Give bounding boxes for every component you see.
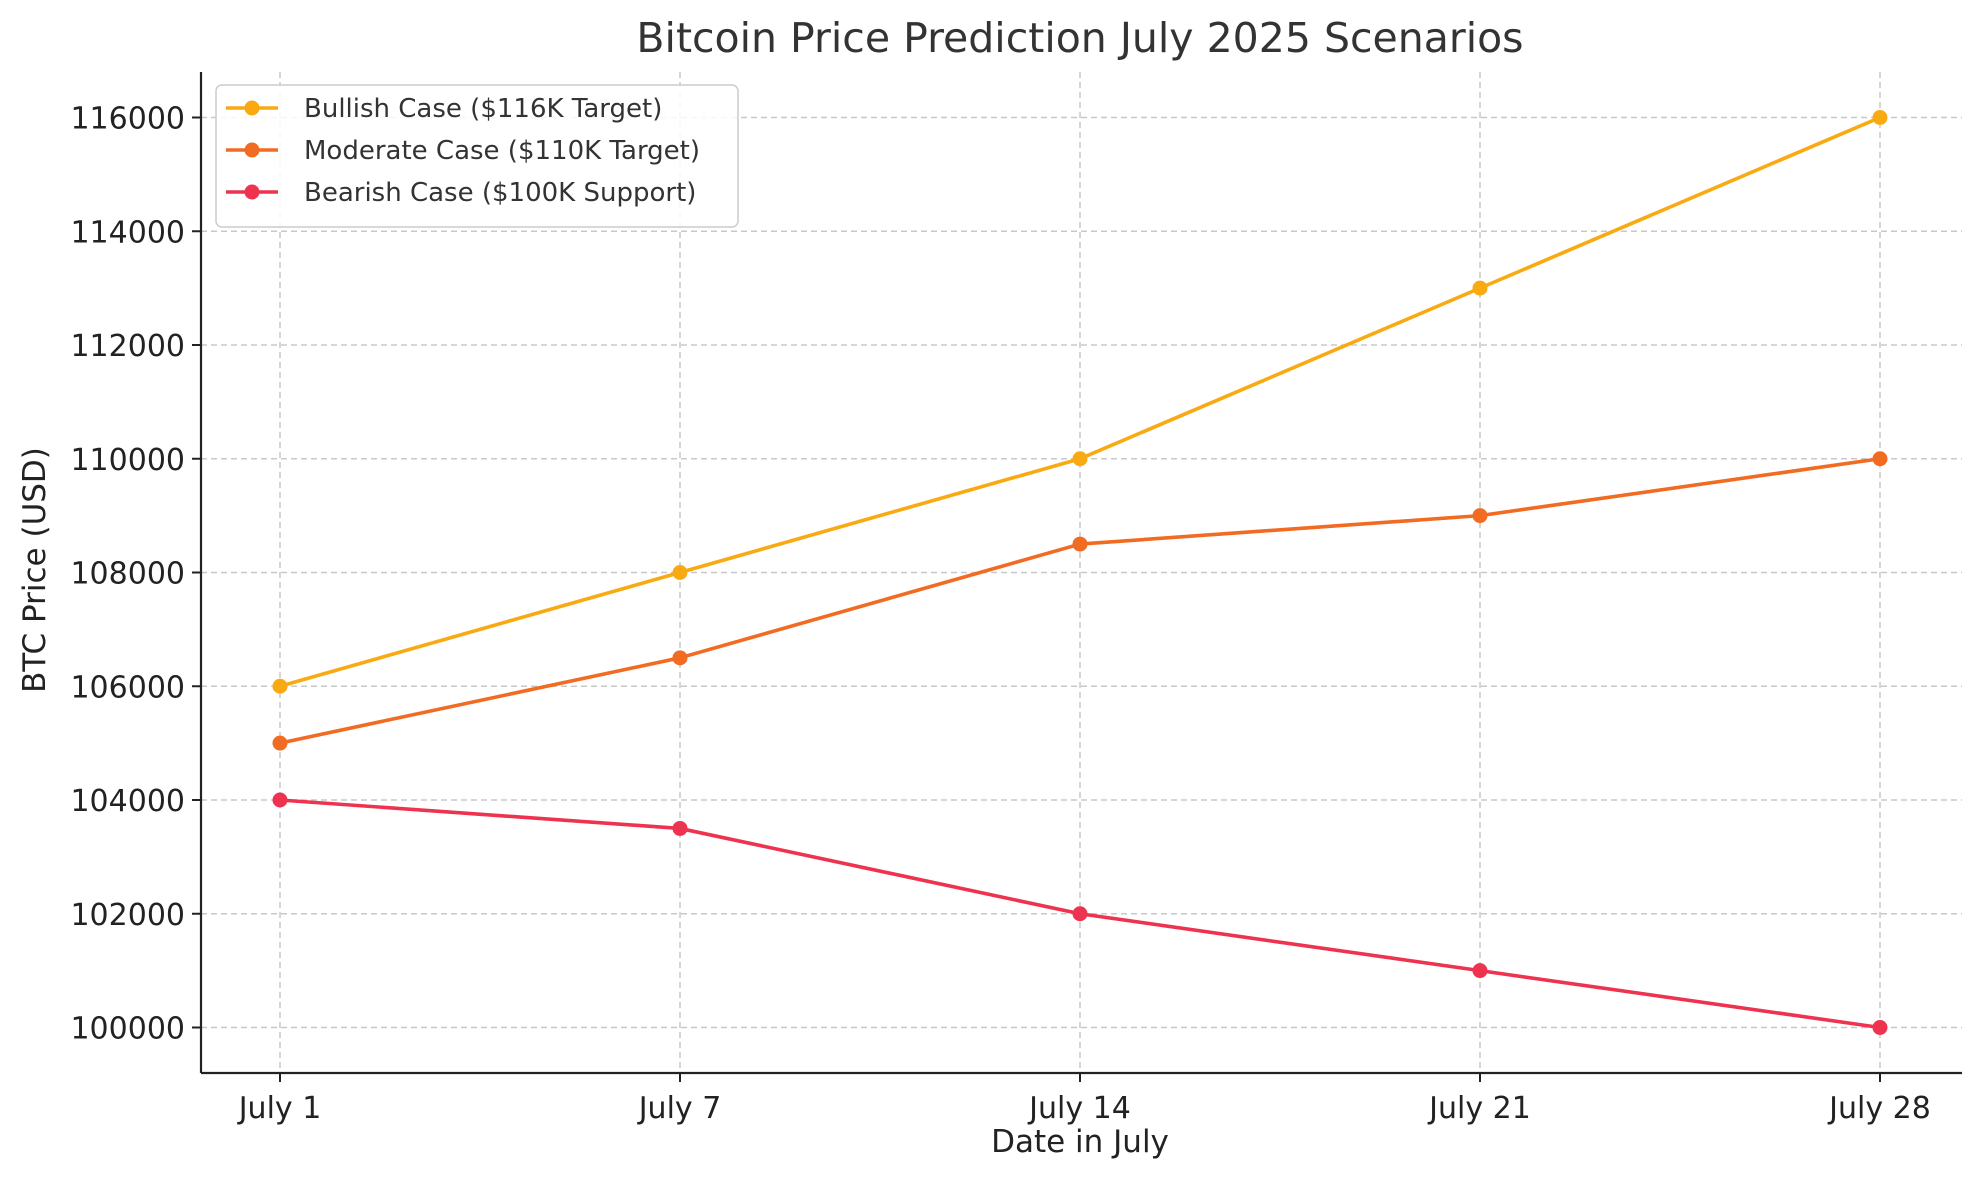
data-point-series-2 [1072, 536, 1088, 552]
data-point-series-3 [1072, 906, 1088, 922]
legend-swatch-marker [244, 100, 260, 116]
x-tick-label: July 21 [1427, 1091, 1531, 1126]
x-axis-label: Date in July [991, 1124, 1169, 1160]
chart-title: Bitcoin Price Prediction July 2025 Scena… [636, 14, 1523, 62]
y-tick-label: 116000 [70, 102, 185, 137]
series-layer [272, 110, 1888, 1035]
y-tick-label: 112000 [70, 329, 185, 364]
legend-swatch-marker [244, 184, 260, 200]
y-axis-label: BTC Price (USD) [17, 447, 53, 693]
y-tick-label: 106000 [70, 670, 185, 705]
y-tick-label: 110000 [70, 443, 185, 478]
x-tick-label: July 1 [237, 1091, 322, 1126]
y-tick-label: 104000 [70, 784, 185, 819]
legend-box [215, 84, 739, 228]
data-point-series-2 [1472, 508, 1488, 524]
y-tick-label: 114000 [70, 215, 185, 250]
data-point-series-3 [1872, 1020, 1888, 1035]
y-tick-label: 108000 [70, 557, 185, 592]
y-tick-label: 100000 [70, 1012, 185, 1047]
data-point-series-3 [272, 792, 288, 808]
data-point-series-1 [1872, 110, 1888, 125]
data-point-series-2 [672, 650, 688, 666]
x-tick-label: July 28 [1827, 1091, 1931, 1126]
legend: Bullish Case ($116K Target) Moderate Case… [215, 84, 739, 228]
tick-layer: July 1 July 7 July 14 July 21 July 28 100000 1… [70, 102, 1930, 1127]
legend-swatch-marker [244, 142, 260, 158]
data-point-series-3 [1472, 963, 1488, 979]
legend-label: Bearish Case ($100K Support) [304, 178, 696, 208]
y-tick-label: 102000 [70, 898, 185, 933]
data-point-series-1 [272, 678, 288, 694]
data-point-series-3 [672, 820, 688, 836]
series-line-2 [279, 456, 1881, 745]
legend-label: Bullish Case ($116K Target) [304, 94, 662, 124]
data-point-series-1 [672, 565, 688, 580]
data-point-series-2 [1872, 451, 1888, 467]
legend-label: Moderate Case ($110K Target) [304, 136, 700, 166]
data-point-series-1 [1072, 451, 1088, 467]
axes-spines [199, 72, 1962, 1075]
x-tick-label: July 7 [637, 1091, 722, 1126]
data-point-series-1 [1472, 280, 1488, 296]
x-tick-label: July 14 [1027, 1091, 1131, 1126]
data-point-series-2 [272, 735, 288, 751]
